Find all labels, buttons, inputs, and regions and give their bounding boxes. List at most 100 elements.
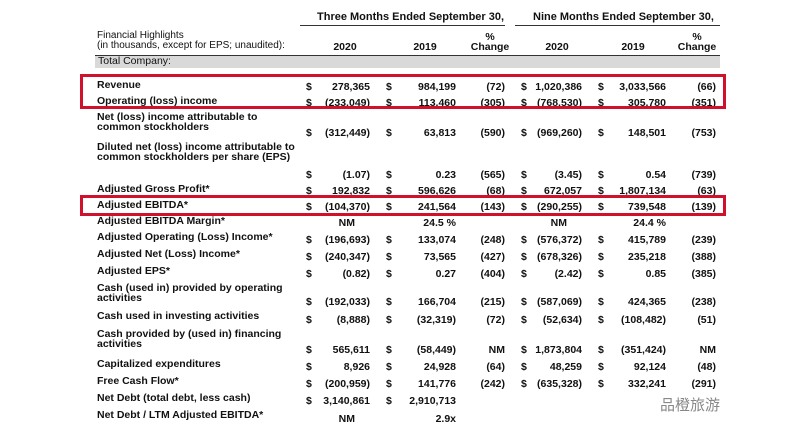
currency: $ <box>598 361 604 373</box>
currency: $ <box>521 81 527 93</box>
currency: $ <box>386 127 392 139</box>
cell-value: (66) <box>697 81 716 93</box>
currency: $ <box>306 234 312 246</box>
amount: (290,255) <box>537 201 582 213</box>
currency: $ <box>306 296 312 308</box>
row-label: Operating (loss) income <box>97 95 218 107</box>
cell-value: (248) <box>480 234 505 246</box>
amount: 0.54 <box>645 169 666 181</box>
currency: $ <box>598 127 604 139</box>
currency: $ <box>521 234 527 246</box>
currency: $ <box>386 81 392 93</box>
currency: $ <box>386 201 392 213</box>
cell-value: (388) <box>691 251 716 263</box>
currency: $ <box>521 97 527 109</box>
cell-value: (72) <box>486 81 505 93</box>
column-header: % Change <box>677 31 717 53</box>
cell-value: (291) <box>691 378 716 390</box>
amount: 148,501 <box>628 127 666 139</box>
table-subtitle: (in thousands, except for EPS; unaudited… <box>97 40 285 51</box>
currency: $ <box>306 185 312 197</box>
currency: $ <box>386 268 392 280</box>
amount: 2,910,713 <box>409 395 456 407</box>
amount: (0.82) <box>342 268 370 280</box>
amount: 0.23 <box>435 169 456 181</box>
amount: 0.85 <box>645 268 666 280</box>
currency: $ <box>306 268 312 280</box>
cell-value: (385) <box>691 268 716 280</box>
amount: (576,372) <box>537 234 582 246</box>
currency: $ <box>306 97 312 109</box>
row-label: Capitalized expenditures <box>97 358 221 370</box>
currency: $ <box>306 395 312 407</box>
row-label: Net (loss) income attributable to common… <box>97 111 258 133</box>
cell-value: NM <box>488 344 505 356</box>
amount: 565,611 <box>332 344 370 356</box>
amount: 241,564 <box>418 201 456 213</box>
currency: $ <box>306 314 312 326</box>
currency: $ <box>521 185 527 197</box>
currency: $ <box>521 268 527 280</box>
cell-value: NM <box>699 344 716 356</box>
highlight-box <box>80 195 726 216</box>
currency: $ <box>521 361 527 373</box>
currency: $ <box>598 234 604 246</box>
amount: (635,328) <box>537 378 582 390</box>
row-label: Cash provided by (used in) financing act… <box>97 328 282 350</box>
row-label: Adjusted EBITDA Margin* <box>97 215 225 227</box>
currency: $ <box>598 97 604 109</box>
amount: 92,124 <box>633 361 666 373</box>
currency: $ <box>521 378 527 390</box>
currency: $ <box>521 169 527 181</box>
currency: $ <box>386 251 392 263</box>
amount: 1,873,804 <box>535 344 582 356</box>
currency: $ <box>386 234 392 246</box>
cell-value: (64) <box>486 361 505 373</box>
row-label: Adjusted EBITDA* <box>97 199 189 211</box>
amount: 48,259 <box>549 361 582 373</box>
cell-value: (63) <box>697 185 716 197</box>
amount: (1.07) <box>342 169 370 181</box>
amount: 8,926 <box>343 361 370 373</box>
cell-value: (351) <box>691 97 716 109</box>
amount: (8,888) <box>336 314 370 326</box>
currency: $ <box>521 296 527 308</box>
amount: 0.27 <box>435 268 456 280</box>
group-header: Three Months Ended September 30, <box>317 11 505 23</box>
currency: $ <box>386 314 392 326</box>
currency: $ <box>386 344 392 356</box>
amount: (240,347) <box>325 251 370 263</box>
row-label: Adjusted Net (Loss) Income* <box>97 248 240 260</box>
currency: $ <box>306 378 312 390</box>
cell-value: (565) <box>480 169 505 181</box>
currency: $ <box>598 81 604 93</box>
amount: (196,693) <box>325 234 370 246</box>
cell-value: (305) <box>480 97 505 109</box>
cell-value: (753) <box>691 127 716 139</box>
amount: 739,548 <box>628 201 666 213</box>
currency: $ <box>306 81 312 93</box>
cell-value: (590) <box>480 127 505 139</box>
column-header: 2020 <box>333 41 357 53</box>
cell-value: 24.4 % <box>633 217 666 229</box>
column-header: 2019 <box>621 41 645 53</box>
section-label: Total Company: <box>98 55 171 67</box>
table-title: Financial Highlights <box>97 30 184 41</box>
amount: 278,365 <box>332 81 370 93</box>
currency: $ <box>598 251 604 263</box>
cell-value: (427) <box>480 251 505 263</box>
amount: (108,482) <box>621 314 666 326</box>
currency: $ <box>598 169 604 181</box>
amount: (969,260) <box>537 127 582 139</box>
amount: 3,033,566 <box>619 81 666 93</box>
currency: $ <box>306 344 312 356</box>
cell-value: (139) <box>691 201 716 213</box>
amount: 596,626 <box>418 185 456 197</box>
currency: $ <box>521 251 527 263</box>
currency: $ <box>521 127 527 139</box>
amount: 73,565 <box>423 251 456 263</box>
cell-value: (239) <box>691 234 716 246</box>
cell-value: 24.5 % <box>423 217 456 229</box>
amount: (200,959) <box>325 378 370 390</box>
